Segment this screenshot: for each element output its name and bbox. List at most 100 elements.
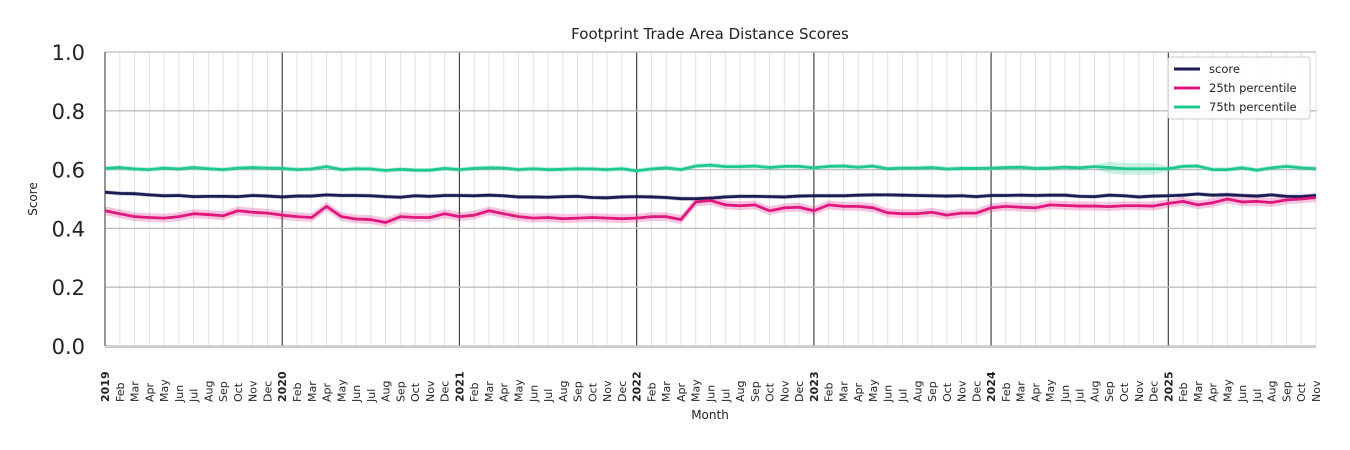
- grid: [104, 51, 1317, 348]
- x-tick-label: Mar: [306, 381, 319, 402]
- x-tick-label: Mar: [660, 381, 673, 402]
- x-tick-label: Oct: [586, 382, 599, 402]
- x-tick-label: Sep: [926, 381, 939, 402]
- y-tick-label: 0.8: [52, 100, 85, 124]
- legend-box: [1167, 56, 1311, 120]
- x-tick-label: Jul: [1074, 389, 1087, 403]
- legend-label: 75th percentile: [1209, 100, 1297, 114]
- x-tick-label: Jun: [705, 385, 718, 403]
- x-tick-label: 2019: [99, 371, 112, 402]
- x-tick-label: Oct: [1118, 382, 1131, 402]
- axis-ticks: 2019 Feb Mar Apr May Jun Jul Aug Sep Oct Nov Dec 202…: [52, 41, 1323, 403]
- confidence-band-0: [105, 190, 1316, 201]
- x-tick-label: May: [867, 379, 880, 402]
- x-tick-label: Apr: [852, 382, 865, 402]
- x-tick-label: Nov: [778, 380, 791, 402]
- x-tick-label: Jul: [542, 389, 555, 403]
- x-tick-label: Jun: [350, 385, 363, 403]
- x-tick-label: Nov: [601, 380, 614, 402]
- legend-label: 25th percentile: [1209, 81, 1297, 95]
- x-tick-label: Dec: [616, 381, 629, 402]
- y-axis-label: Score: [26, 182, 40, 216]
- x-tick-label: Nov: [247, 380, 260, 402]
- x-tick-label: May: [1044, 379, 1057, 402]
- x-tick-label: Jul: [188, 389, 201, 403]
- x-tick-label: Mar: [837, 381, 850, 402]
- x-tick-label: Aug: [380, 381, 393, 402]
- x-tick-label: May: [690, 379, 703, 402]
- x-tick-label: May: [1221, 379, 1234, 402]
- x-tick-label: Aug: [557, 381, 570, 402]
- x-tick-label: Sep: [394, 381, 407, 402]
- x-tick-label: Feb: [1177, 383, 1190, 402]
- x-tick-label: Oct: [1295, 382, 1308, 402]
- x-tick-label: Jun: [882, 385, 895, 403]
- x-tick-label: Jul: [896, 389, 909, 403]
- x-tick-label: 2025: [1162, 371, 1175, 402]
- x-tick-label: Nov: [956, 380, 969, 402]
- x-tick-label: Oct: [764, 382, 777, 402]
- x-tick-label: Apr: [675, 382, 688, 402]
- x-tick-label: Dec: [793, 381, 806, 402]
- x-tick-label: Sep: [1280, 381, 1293, 402]
- x-tick-label: 2021: [453, 371, 466, 402]
- x-tick-label: 2023: [808, 371, 821, 402]
- x-tick-label: Jun: [173, 385, 186, 403]
- x-tick-label: Feb: [468, 383, 481, 402]
- series-lines: [104, 163, 1317, 224]
- x-tick-label: May: [158, 379, 171, 402]
- confidence-band-2: [105, 161, 1316, 175]
- x-tick-label: May: [335, 379, 348, 402]
- x-tick-label: Nov: [1310, 380, 1323, 402]
- legend-label: score: [1209, 62, 1240, 76]
- x-tick-label: Sep: [572, 381, 585, 402]
- x-tick-label: Feb: [291, 383, 304, 402]
- x-tick-label: Jul: [365, 389, 378, 403]
- x-tick-label: Jul: [1251, 389, 1264, 403]
- y-tick-label: 0.4: [52, 217, 85, 241]
- x-tick-label: Apr: [1207, 382, 1220, 402]
- x-tick-label: Mar: [1015, 381, 1028, 402]
- x-tick-label: Mar: [129, 381, 142, 402]
- y-tick-label: 1.0: [52, 41, 85, 65]
- x-tick-label: 2020: [276, 371, 289, 402]
- y-tick-label: 0.0: [52, 335, 85, 359]
- x-tick-label: Nov: [424, 380, 437, 402]
- x-tick-label: 2022: [631, 371, 644, 402]
- x-tick-label: Feb: [645, 383, 658, 402]
- x-tick-label: Sep: [1103, 381, 1116, 402]
- x-tick-label: Apr: [321, 382, 334, 402]
- x-tick-label: Aug: [1266, 381, 1279, 402]
- x-tick-label: Mar: [1192, 381, 1205, 402]
- x-tick-label: Dec: [261, 381, 274, 402]
- x-tick-label: Jun: [527, 385, 540, 403]
- x-tick-label: Aug: [202, 381, 215, 402]
- y-tick-label: 0.6: [52, 159, 85, 183]
- x-tick-label: Dec: [970, 381, 983, 402]
- x-tick-label: 2024: [985, 371, 998, 402]
- x-tick-label: Oct: [941, 382, 954, 402]
- x-tick-label: Sep: [749, 381, 762, 402]
- x-tick-label: Aug: [734, 381, 747, 402]
- x-axis-label: Month: [691, 408, 729, 422]
- y-tick-label: 0.2: [52, 276, 85, 300]
- x-tick-label: May: [513, 379, 526, 402]
- x-tick-label: Oct: [232, 382, 245, 402]
- legend: score 25th percentile 75th percentile: [1167, 56, 1311, 120]
- x-tick-label: Jun: [1059, 385, 1072, 403]
- x-tick-label: Jun: [1236, 385, 1249, 403]
- x-tick-label: Aug: [911, 381, 924, 402]
- x-tick-label: Aug: [1088, 381, 1101, 402]
- x-tick-label: Apr: [498, 382, 511, 402]
- x-tick-label: Jul: [719, 389, 732, 403]
- x-tick-label: Dec: [439, 381, 452, 402]
- x-tick-label: Oct: [409, 382, 422, 402]
- x-tick-label: Nov: [1133, 380, 1146, 402]
- x-tick-label: Feb: [1000, 383, 1013, 402]
- x-tick-label: Sep: [217, 381, 230, 402]
- chart-title: Footprint Trade Area Distance Scores: [571, 25, 849, 43]
- x-tick-label: Apr: [1029, 382, 1042, 402]
- x-tick-label: Feb: [823, 383, 836, 402]
- x-tick-label: Feb: [114, 383, 127, 402]
